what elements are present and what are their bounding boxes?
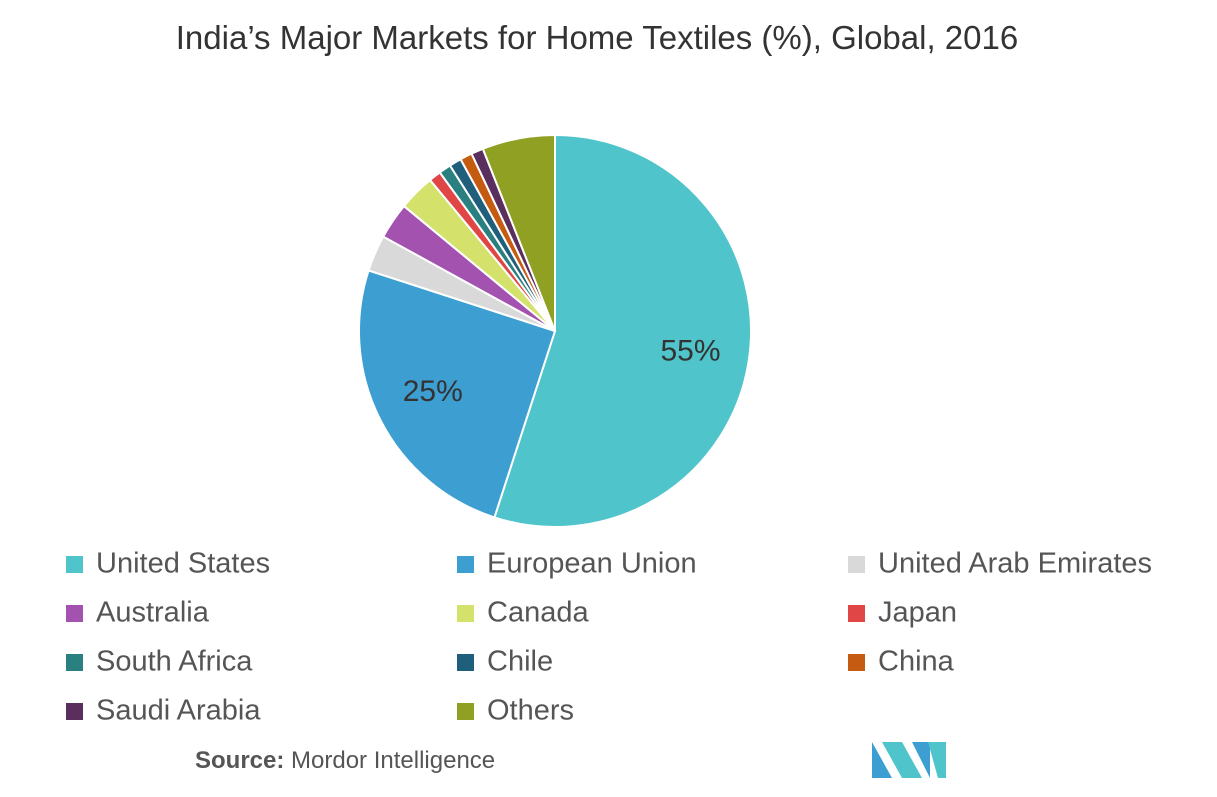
source-text: Mordor Intelligence (291, 747, 495, 774)
pie-slice (493, 133, 752, 528)
legend-label: Saudi Arabia (96, 695, 261, 727)
legend-swatch (457, 654, 474, 671)
source-label: Source: (195, 747, 284, 774)
pie-slice (481, 133, 556, 332)
legend-label: United States (96, 548, 270, 580)
legend-label: United Arab Emirates (878, 548, 1152, 580)
legend-swatch (66, 556, 83, 573)
legend-label: South Africa (96, 646, 253, 678)
legend-label: Canada (487, 597, 589, 629)
value-label: 25% (403, 375, 463, 408)
legend-swatch (848, 605, 865, 622)
legend-swatch (66, 605, 83, 622)
legend-label: European Union (487, 548, 697, 580)
legend-swatch (848, 654, 865, 671)
legend-label: China (878, 646, 955, 678)
legend-label: Japan (878, 597, 957, 629)
legend-label: Others (487, 695, 574, 727)
source: Source: Mordor Intelligence (195, 747, 495, 774)
legend-label: Australia (96, 597, 210, 629)
legend-label: Chile (487, 646, 553, 678)
legend-swatch (66, 703, 83, 720)
legend-swatch (457, 703, 474, 720)
legend-swatch (66, 654, 83, 671)
value-label: 55% (660, 334, 720, 367)
legend-swatch (848, 556, 865, 573)
legend-swatch (457, 605, 474, 622)
pie-slice (358, 269, 557, 519)
logo (872, 742, 946, 778)
legend-swatch (457, 556, 474, 573)
chart-title: India’s Major Markets for Home Textiles … (175, 19, 1019, 56)
